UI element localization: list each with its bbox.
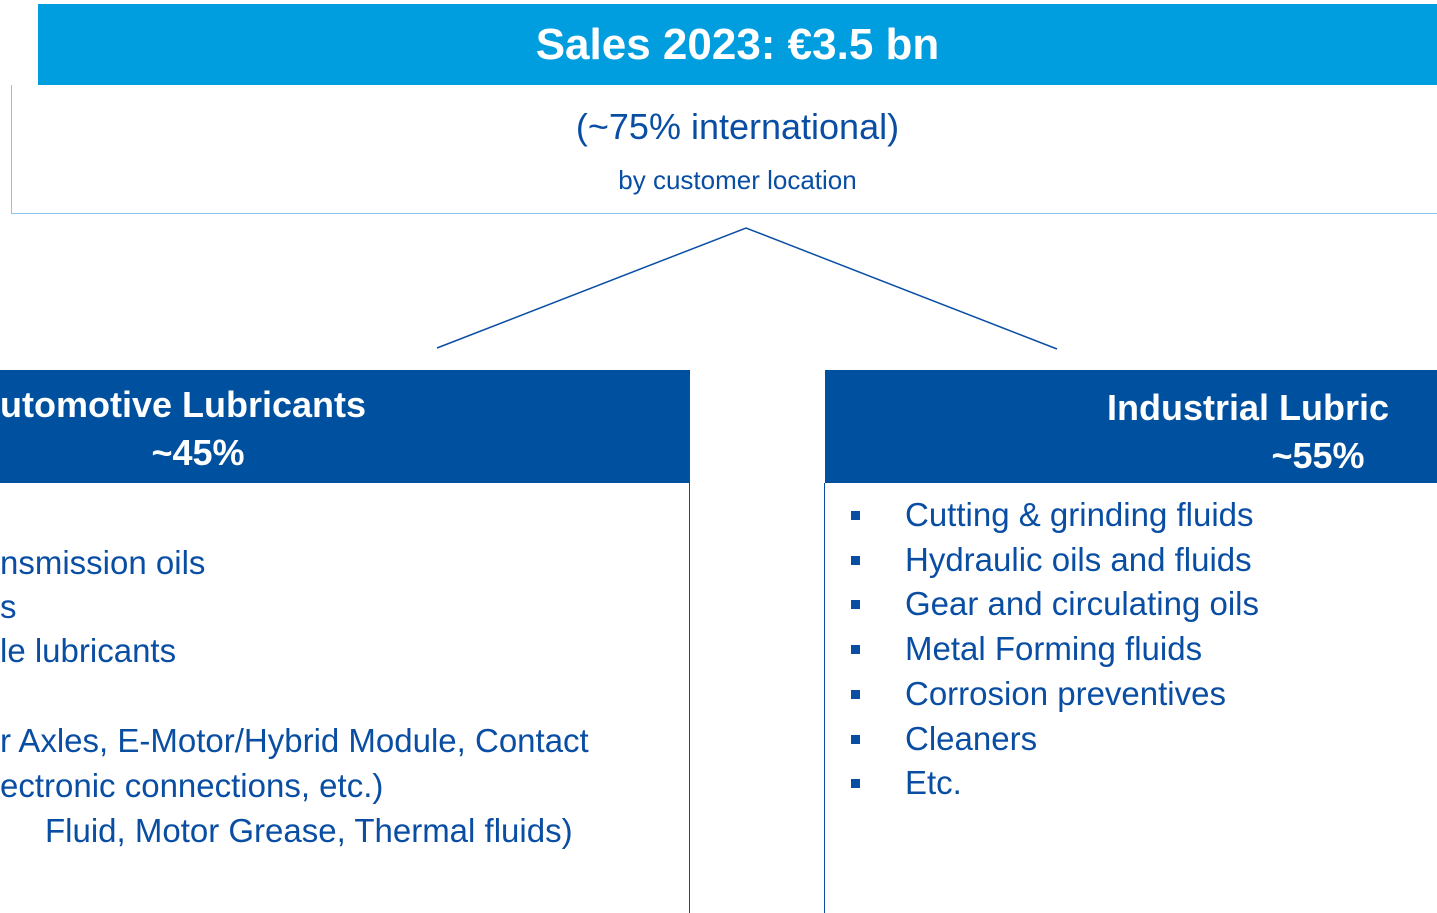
segment-item: Hydraulic oils and fluids: [905, 540, 1252, 578]
segment-box: [824, 483, 1437, 913]
segment-header: [825, 370, 1437, 483]
header-band: [38, 4, 1437, 85]
segment-item: Etc.: [905, 764, 962, 802]
bullet: [851, 555, 860, 565]
bullet: [851, 734, 860, 744]
segment-title: utomotive Lubricants: [0, 384, 367, 425]
segment-item: Cutting & grinding fluids: [905, 496, 1254, 533]
segment-item: s: [0, 588, 17, 625]
segment-item: Corrosion preventives: [905, 674, 1226, 712]
bullet: [851, 779, 860, 789]
segment-item: ectronic connections, etc.): [0, 767, 384, 804]
segment-share: ~45%: [151, 432, 245, 473]
segment-box: [0, 483, 690, 913]
bullet: [851, 645, 860, 655]
bullet: [851, 600, 860, 610]
bullet: [851, 511, 860, 520]
header-title: Sales 2023: €3.5 bn: [535, 20, 940, 69]
segment-item: Cleaners: [905, 719, 1038, 757]
segment-item: nsmission oils: [0, 544, 206, 581]
segment-share: ~55%: [1271, 435, 1365, 476]
segment-item: Metal Forming fluids: [905, 630, 1203, 668]
header-subtitle: (~75% international): [575, 106, 900, 147]
split-lines: [436, 227, 1058, 350]
segment-item: le lubricants: [0, 632, 177, 669]
segment-item: Gear and circulating oils: [905, 585, 1260, 623]
segment-item: r Axles, E-Motor/Hybrid Module, Contact: [0, 722, 589, 759]
segment-item: Fluid, Motor Grease, Thermal fluids): [45, 812, 573, 849]
segment-header: [0, 370, 690, 483]
header-box: [11, 85, 1437, 214]
bullet: [851, 689, 860, 699]
header-note: by customer location: [618, 165, 857, 195]
segment-title: Industrial Lubric: [1107, 387, 1390, 428]
